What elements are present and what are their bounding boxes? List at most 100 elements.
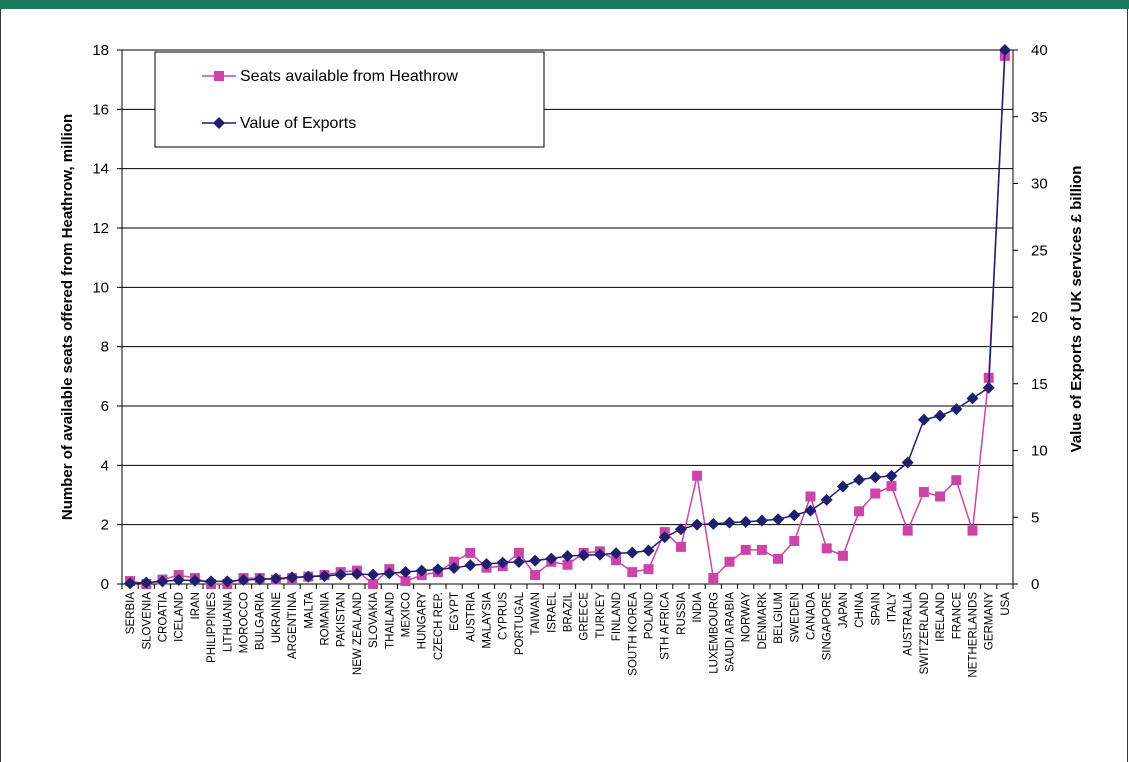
x-tick-label: BRAZIL xyxy=(563,591,575,632)
y-tick-label-right: 40 xyxy=(1031,42,1048,59)
x-tick-label: SINGAPORE xyxy=(822,592,834,661)
exports-point xyxy=(917,413,930,426)
seats-point xyxy=(611,555,622,566)
x-tick-label: PHILIPPINES xyxy=(206,592,218,663)
y-axis-label-right: Value of Exports of UK services £ billio… xyxy=(1068,166,1085,453)
exports-point xyxy=(334,568,347,581)
x-tick-label: GREECE xyxy=(579,592,591,641)
seats-point xyxy=(562,559,573,570)
x-tick-label: SWITZERLAND xyxy=(919,592,931,674)
x-tick-label: ARGENTINA xyxy=(287,592,299,659)
x-tick-label: MOROCCO xyxy=(239,592,251,653)
exports-point xyxy=(998,44,1011,56)
exports-point xyxy=(610,547,623,560)
exports-point xyxy=(431,563,444,576)
exports-point xyxy=(901,456,914,469)
x-tick-label: SLOVAKIA xyxy=(368,592,380,648)
exports-point xyxy=(302,570,315,583)
x-tick-label: FRANCE xyxy=(951,592,963,640)
seats-point xyxy=(708,573,719,584)
exports-point xyxy=(642,544,655,557)
y-tick-label-left: 14 xyxy=(92,161,109,178)
x-tick-label: SWEDEN xyxy=(789,592,801,642)
x-tick-label: CYPRUS xyxy=(498,592,510,640)
x-tick-label: INDIA xyxy=(692,592,704,623)
legend-marker-exports xyxy=(213,117,225,129)
exports-point xyxy=(448,561,461,574)
x-tick-label: ROMANIA xyxy=(320,592,332,646)
exports-point xyxy=(707,517,720,530)
seats-point xyxy=(837,550,848,561)
y-tick-label-left: 2 xyxy=(101,517,109,534)
seats-point xyxy=(789,535,800,546)
x-tick-label: FINLAND xyxy=(611,592,623,641)
seats-point xyxy=(870,488,881,499)
seats-point xyxy=(805,491,816,502)
seats-point xyxy=(935,491,946,502)
x-tick-label: IRELAND xyxy=(935,592,947,642)
legend-box xyxy=(154,51,545,148)
y-tick-label-left: 8 xyxy=(101,339,109,356)
y-tick-label-left: 4 xyxy=(101,457,109,474)
x-tick-label: SAUDI ARABIA xyxy=(725,592,737,672)
seats-point xyxy=(465,547,476,558)
exports-point xyxy=(982,381,995,394)
seats-point xyxy=(643,564,654,575)
exports-point xyxy=(820,493,833,506)
exports-point xyxy=(593,548,606,561)
seats-point xyxy=(902,525,913,536)
exports-point xyxy=(739,515,752,528)
x-tick-label: MALTA xyxy=(303,592,315,629)
exports-point xyxy=(674,523,687,536)
exports-point xyxy=(318,569,331,582)
seats-point xyxy=(886,481,897,492)
exports-point xyxy=(415,564,428,577)
x-tick-label: CANADA xyxy=(806,592,818,640)
x-tick-label: ISRAEL xyxy=(546,591,558,633)
y-tick-label-left: 12 xyxy=(92,220,109,237)
exports-point xyxy=(723,516,736,529)
x-tick-label: POLAND xyxy=(644,592,656,639)
seats-point xyxy=(773,553,784,564)
x-tick-label: TAIWAN xyxy=(530,592,542,635)
y-tick-label-left: 10 xyxy=(92,279,109,296)
seats-point xyxy=(756,544,767,555)
y-tick-label-left: 16 xyxy=(92,101,109,118)
seats-point xyxy=(854,506,865,517)
exports-point xyxy=(350,567,363,580)
exports-point xyxy=(869,471,882,484)
seats-point xyxy=(967,525,978,536)
x-tick-label: PAKISTAN xyxy=(336,592,348,647)
y-axis-label-left: Number of available seats offered from H… xyxy=(59,114,76,520)
seats-point xyxy=(918,487,929,498)
seats-point xyxy=(675,541,686,552)
legend-label-exports: Value of Exports xyxy=(240,115,356,132)
y-tick-label-right: 25 xyxy=(1031,242,1048,259)
exports-point xyxy=(691,518,704,531)
seats-point xyxy=(740,544,751,555)
x-tick-label: UKRAINE xyxy=(271,592,283,643)
y-tick-label-right: 15 xyxy=(1031,376,1048,393)
x-tick-label: GERMANY xyxy=(984,592,996,650)
x-tick-label: NEW ZEALAND xyxy=(352,592,364,675)
exports-point xyxy=(577,549,590,562)
x-tick-label: JAPAN xyxy=(838,592,850,628)
exports-point xyxy=(804,504,817,517)
legend-marker-seats xyxy=(214,71,224,81)
x-tick-label: CHINA xyxy=(854,592,866,628)
y-tick-label-right: 30 xyxy=(1031,176,1048,193)
seats-point xyxy=(627,567,638,578)
exports-point xyxy=(172,573,185,586)
y-tick-label-right: 20 xyxy=(1031,309,1048,326)
exports-point xyxy=(188,574,201,587)
x-tick-label: LITHUANIA xyxy=(222,592,234,652)
exports-point xyxy=(545,552,558,565)
exports-point xyxy=(626,546,639,559)
x-tick-label: BELGIUM xyxy=(773,592,785,644)
x-tick-label: NORWAY xyxy=(741,592,753,643)
y-tick-label-right: 5 xyxy=(1031,509,1039,526)
x-tick-label: ITALY xyxy=(887,592,899,623)
x-tick-label: LUXEMBOURG xyxy=(708,592,720,674)
x-tick-label: CZECH REP. xyxy=(433,592,445,660)
x-tick-label: HUNGARY xyxy=(417,592,429,650)
